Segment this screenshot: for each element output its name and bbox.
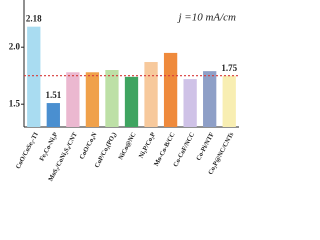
chart: j =10 mA/cm 1.5 2.0 CoO/CoSe₂-TI 2.18 Fe₂Co-… xyxy=(9,0,239,183)
bar xyxy=(46,103,60,127)
bar xyxy=(85,72,100,127)
y-tick-label: 1.5 xyxy=(9,98,21,108)
bar xyxy=(66,72,80,127)
x-tick-label: CoP/Co₂(PO₄) xyxy=(94,131,118,169)
bar xyxy=(203,71,217,127)
bar xyxy=(183,79,197,127)
bar xyxy=(163,52,178,127)
bar xyxy=(124,76,139,127)
x-tick-label: Co-Pi/NTF xyxy=(195,131,216,161)
bar xyxy=(144,62,158,127)
x-tick-label: NiCo@NC xyxy=(117,131,137,161)
bar xyxy=(222,75,236,127)
bar xyxy=(105,70,119,127)
value-label: 2.18 xyxy=(26,14,42,24)
bar xyxy=(27,26,41,127)
x-tick-label: CoO/Co₄N xyxy=(78,131,98,161)
x-tick-label: Fe₂Co-Ni₃P xyxy=(38,131,59,162)
page: {"chart_data": {"type": "bar", "title": … xyxy=(8,0,239,183)
x-tick-label: CoO/CoSe₂-TI xyxy=(15,131,40,170)
chart-title: j =10 mA/cm xyxy=(176,12,236,24)
x-tick-label: Ni₂P/Co₂P xyxy=(138,131,157,159)
y-tick-label: 2.0 xyxy=(9,41,21,51)
x-tick-label: Co-CoF/NCC xyxy=(172,131,196,168)
value-label: 1.51 xyxy=(45,90,61,100)
value-label: 1.75 xyxy=(221,63,237,73)
